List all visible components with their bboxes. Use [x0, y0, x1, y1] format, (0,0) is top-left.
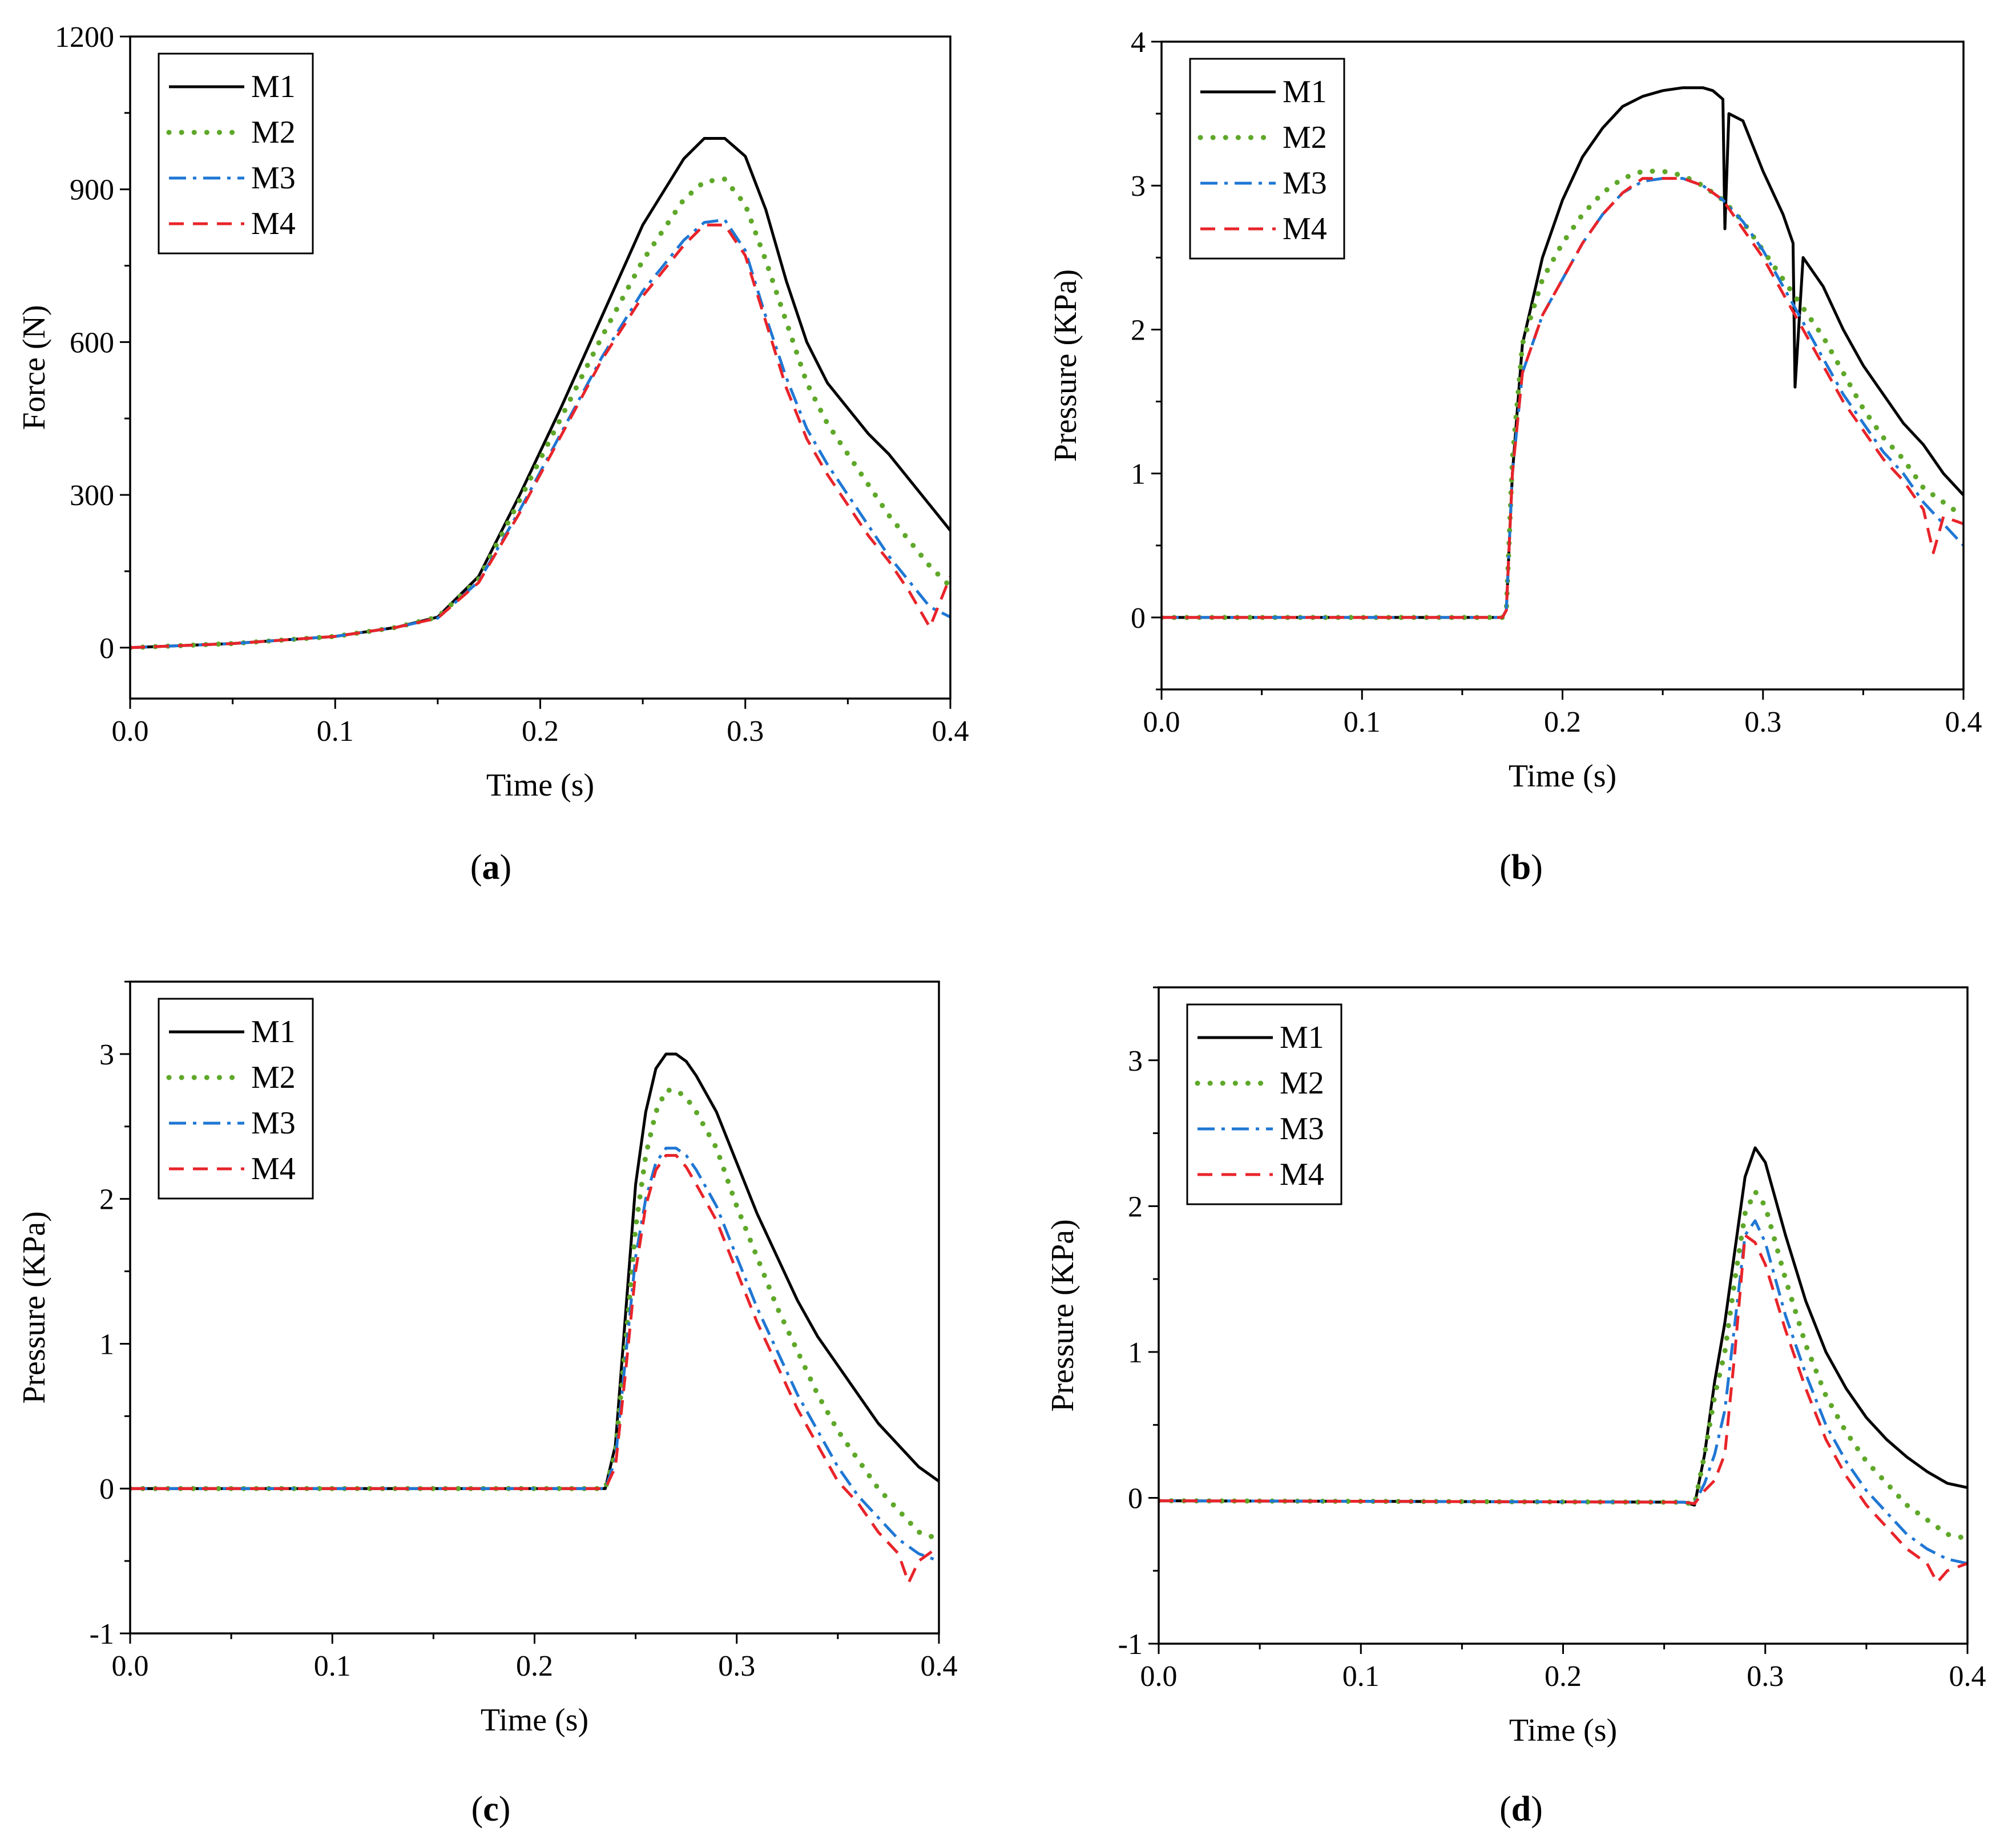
- y-tick-label: 0: [99, 1473, 114, 1506]
- legend-label-m4: M4: [1283, 211, 1327, 247]
- x-tick-label: 0.2: [516, 1650, 553, 1682]
- legend-label-m1: M1: [251, 69, 296, 104]
- x-tick-label: 0.3: [727, 715, 764, 748]
- y-tick-label: -1: [90, 1618, 114, 1651]
- x-tick-label: 0.1: [1342, 1660, 1380, 1693]
- chart-a: 0.0 0.1 0.2 0.3 0.4 0 300 600 900 1200 M1 M2 M3 M4 Tim…: [17, 21, 969, 887]
- legend-label-m2: M2: [251, 1060, 296, 1095]
- series-line-m2: [130, 176, 950, 651]
- panel-caption: (d): [1499, 1790, 1543, 1829]
- series-line-m1: [130, 1052, 939, 1490]
- legend-label-m2: M2: [1280, 1066, 1324, 1101]
- legend-label-m1: M1: [1283, 74, 1327, 110]
- legend-label-m1: M1: [251, 1014, 296, 1050]
- panel-caption: (a): [470, 848, 511, 887]
- plot-frame: [129, 981, 940, 1635]
- y-tick-label: 3: [1128, 1045, 1143, 1078]
- x-tick-label: 0.1: [1344, 706, 1381, 739]
- y-tick-label: 0: [1128, 1482, 1143, 1515]
- legend-label-m4: M4: [1280, 1157, 1324, 1192]
- y-tick-label: 1: [1128, 1337, 1143, 1369]
- x-tick-label: 0.1: [317, 715, 354, 748]
- legend-label-m3: M3: [1283, 166, 1327, 201]
- series-line-m3: [1159, 1219, 1967, 1565]
- x-tick-label: 0.4: [932, 715, 969, 748]
- series-line-m3: [130, 218, 950, 649]
- plot-frame: [1158, 986, 1969, 1645]
- x-tick-label: 0.4: [1945, 706, 1982, 739]
- y-tick-label: 1: [1131, 458, 1146, 491]
- series-line-m3: [130, 1147, 939, 1563]
- series-line-m1: [1162, 86, 1963, 619]
- legend-label-m3: M3: [1280, 1111, 1324, 1147]
- y-tick-label: 0: [99, 632, 114, 665]
- legend-label-m2: M2: [251, 115, 296, 150]
- series-line-m1: [1159, 1146, 1967, 1507]
- legend-label-m3: M3: [251, 160, 296, 196]
- series-line-m4: [1162, 177, 1963, 619]
- series-line-m4: [1159, 1233, 1967, 1584]
- series-line-m2: [1162, 168, 1963, 620]
- y-tick-label: -1: [1118, 1628, 1143, 1661]
- y-tick-label: 3: [99, 1039, 114, 1071]
- y-axis-label: Pressure (KPa): [1048, 269, 1083, 462]
- x-tick-label: 0.2: [1545, 1660, 1582, 1693]
- y-tick-label: 300: [70, 479, 114, 512]
- x-axis-label: Time (s): [1509, 758, 1616, 794]
- y-tick-label: 1: [99, 1328, 114, 1361]
- y-tick-label: 1200: [55, 21, 114, 54]
- x-tick-label: 0.0: [1143, 706, 1180, 739]
- x-tick-label: 0.2: [522, 715, 559, 748]
- x-tick-label: 0.0: [112, 715, 149, 748]
- legend-label-m3: M3: [251, 1105, 296, 1141]
- x-tick-label: 0.3: [1747, 1660, 1784, 1693]
- x-tick-label: 0.1: [314, 1650, 351, 1682]
- plot-frame: [1160, 41, 1965, 691]
- x-axis-label: Time (s): [1509, 1713, 1617, 1748]
- y-tick-label: 3: [1131, 170, 1146, 203]
- chart-b: 0.0 0.1 0.2 0.3 0.4 0 1 2 3 4 M1 M2 M3 M4 Time (s) Pres…: [1048, 26, 1982, 887]
- panel-caption: (b): [1499, 848, 1543, 887]
- legend-label-m2: M2: [1283, 120, 1327, 155]
- legend-label-m4: M4: [251, 206, 296, 241]
- y-tick-label: 4: [1131, 26, 1146, 59]
- x-tick-label: 0.3: [718, 1650, 755, 1682]
- x-tick-label: 0.4: [921, 1650, 958, 1682]
- legend-label-m1: M1: [1280, 1020, 1324, 1055]
- y-tick-label: 600: [70, 326, 114, 359]
- series-line-m2: [1159, 1189, 1967, 1542]
- y-tick-label: 2: [1128, 1191, 1143, 1223]
- series-line-m4: [130, 223, 950, 649]
- chart-d: 0.0 0.1 0.2 0.3 0.4 -1 0 1 2 3 M1 M2 M3 M4 Time (s) Pre…: [1045, 986, 1986, 1829]
- panel-caption: (c): [471, 1790, 511, 1829]
- plot-frame: [129, 35, 951, 700]
- x-tick-label: 0.2: [1544, 706, 1581, 739]
- y-tick-label: 2: [99, 1184, 114, 1216]
- y-tick-label: 900: [70, 174, 114, 207]
- y-axis-label: Pressure (KPa): [1045, 1219, 1080, 1411]
- x-tick-label: 0.0: [112, 1650, 149, 1682]
- y-axis-label: Force (N): [17, 305, 52, 430]
- y-tick-label: 0: [1131, 602, 1146, 635]
- x-axis-label: Time (s): [486, 768, 594, 803]
- chart-c: 0.0 0.1 0.2 0.3 0.4 -1 0 1 2 3 M1 M2 M3 M4 Time (s) Pre…: [17, 981, 958, 1829]
- x-axis-label: Time (s): [481, 1702, 588, 1738]
- series-line-m4: [130, 1154, 939, 1584]
- y-tick-label: 2: [1131, 314, 1146, 346]
- legend-label-m4: M4: [251, 1151, 296, 1187]
- x-tick-label: 0.0: [1140, 1660, 1178, 1693]
- y-axis-label: Pressure (KPa): [17, 1211, 52, 1403]
- x-tick-label: 0.4: [1949, 1660, 1986, 1693]
- x-tick-label: 0.3: [1744, 706, 1781, 739]
